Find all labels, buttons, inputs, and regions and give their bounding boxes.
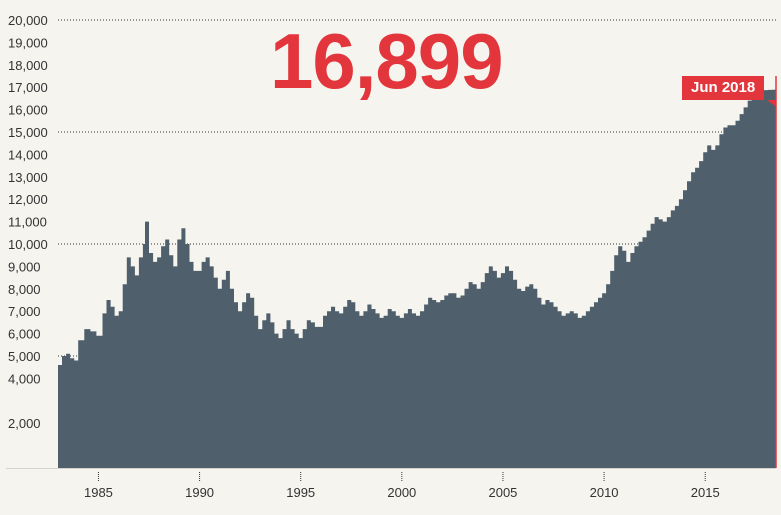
headline-value: 16,899 — [270, 17, 504, 105]
end-date-badge: Jun 2018 — [682, 76, 765, 100]
x-tick-label: 2010 — [590, 485, 619, 500]
y-tick-label: 17,000 — [8, 80, 48, 95]
y-tick-label: 6,000 — [8, 327, 41, 342]
y-tick-label: 9,000 — [8, 259, 41, 274]
area-series — [58, 89, 776, 468]
y-axis-ticks: 2,000 4,000 5,000 6,000 7,000 8,000 9,000 10,00… — [8, 13, 48, 431]
y-tick-label: 2,000 — [8, 416, 41, 431]
y-tick-label: 10,000 — [8, 237, 48, 252]
y-tick-label: 14,000 — [8, 147, 48, 162]
y-tick-label: 20,000 — [8, 13, 48, 28]
x-tick-label: 1990 — [185, 485, 214, 500]
y-tick-label: 16,000 — [8, 103, 48, 118]
y-tick-label: 15,000 — [8, 125, 48, 140]
y-tick-label: 4,000 — [8, 371, 41, 386]
y-tick-label: 13,000 — [8, 170, 48, 185]
x-tick-label: 2000 — [387, 485, 416, 500]
y-tick-label: 18,000 — [8, 58, 48, 73]
y-tick-label: 8,000 — [8, 282, 41, 297]
x-tick-label: 2005 — [488, 485, 517, 500]
end-marker-pointer — [767, 100, 775, 106]
x-tick-label: 2015 — [691, 485, 720, 500]
y-tick-label: 12,000 — [8, 192, 48, 207]
y-tick-label: 11,000 — [8, 215, 47, 230]
gridlines — [6, 19, 776, 469]
x-tick-label: 1995 — [286, 485, 315, 500]
y-tick-label: 5,000 — [8, 349, 41, 364]
y-tick-label: 7,000 — [8, 304, 41, 319]
end-marker — [767, 76, 777, 468]
y-tick-label: 19,000 — [8, 35, 48, 50]
x-tick-label: 1985 — [84, 485, 113, 500]
area-series-fill — [58, 89, 776, 468]
x-axis-ticks: 1985 1990 1995 2000 2005 2010 2015 — [84, 472, 720, 500]
